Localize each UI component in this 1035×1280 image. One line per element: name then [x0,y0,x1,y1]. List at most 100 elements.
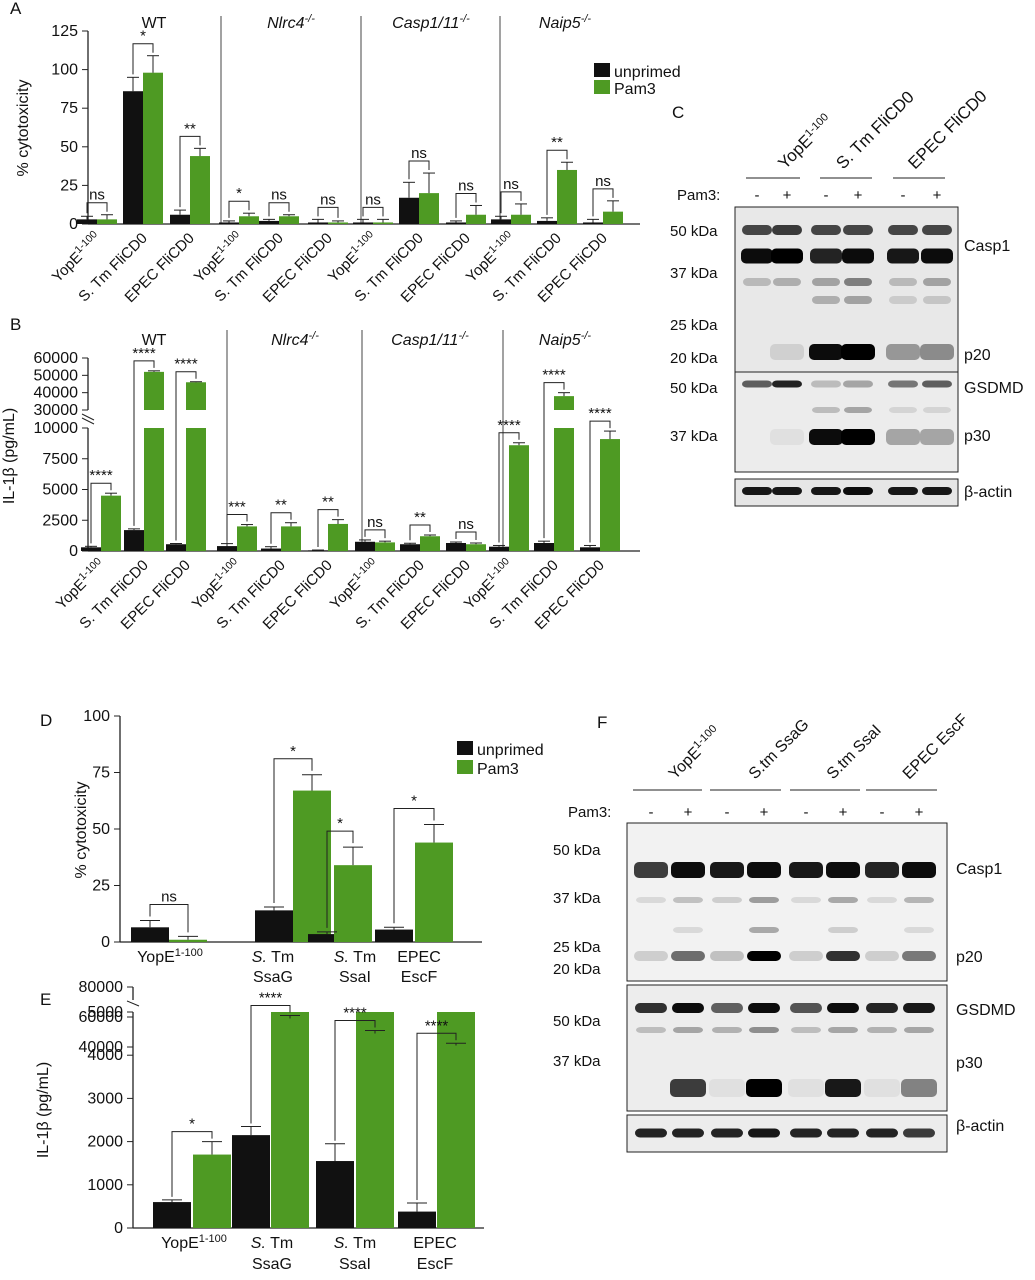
bar-pam3 [271,1012,309,1228]
significance-label: ** [275,497,287,514]
blot-band [773,278,801,286]
y-tick-label: 2500 [42,512,78,529]
significance-label: *** [228,499,246,516]
bar-unprimed [489,546,509,551]
significance-label: ns [411,145,427,162]
bar-unprimed [308,222,328,224]
significance-label: **** [89,467,113,484]
panel-label-e: E [40,990,51,1009]
category-label: EscF [401,969,438,986]
legend-swatch-unprimed [457,741,473,755]
blot-band [748,1128,780,1138]
y-tick-label: 25 [60,177,78,194]
lane-label: EPEC EscF [900,711,972,783]
blot-band [791,1027,821,1033]
significance-bracket [393,807,435,924]
group-label: Casp1/11-/- [391,330,469,349]
blot-band [922,487,952,495]
blot-band [867,897,897,903]
bar-unprimed [583,222,603,224]
bar-pam3-upper [554,396,574,410]
bar-pam3 [437,1012,475,1228]
blot-band [825,1079,861,1097]
significance-bracket [250,1005,291,1124]
significance-bracket [90,482,112,544]
y-tick-label: 100 [51,62,78,79]
bar-pam3 [328,222,348,224]
significance-label: ** [322,494,334,511]
group-label: Naip5-/- [539,330,592,349]
category-label: SsaG [253,969,293,986]
blot-band [670,1079,706,1097]
blot-band [772,225,802,235]
blot-band [636,897,666,903]
y-tick-label: 0 [114,1220,123,1237]
blot-band [742,487,772,495]
category-label: SsaG [252,1256,292,1273]
bar-pam3 [603,211,623,224]
panel-label-b: B [10,315,21,334]
blot-band [671,951,705,961]
y-tick-label: 50 [92,821,110,838]
bar-pam3 [415,842,453,942]
blot-band [842,248,874,264]
significance-bracket [592,188,614,217]
blot-band [904,927,934,933]
pam3-sign: - [901,187,906,204]
bar-pam3 [557,169,577,224]
significance-bracket [132,43,154,75]
category-label: YopE1-100 [137,947,203,966]
y-axis-label: % cytotoxicity [73,782,90,879]
significance-label: * [290,743,296,760]
significance-label: * [189,1116,195,1133]
blot-band [747,862,781,878]
significance-bracket [149,904,189,933]
blot-band [711,1128,743,1138]
pam3-sign: + [839,804,848,821]
significance-label: * [236,185,242,202]
western-blot-f: YopE1-100 S.tm SsaG S.tm SsaI EPEC EscF Pam3… [553,711,1016,1153]
band-label: p20 [964,347,991,364]
bar-unprimed [81,547,101,551]
legend-a: unprimed Pam3 [594,63,681,98]
significance-label: ns [458,516,474,533]
bar-pam3-upper [186,382,206,410]
category-label: SsaI [339,1256,371,1273]
significance-label: ** [551,134,563,151]
bar-pam3 [169,939,207,942]
bar-unprimed [534,543,554,551]
category-label: S. Tm [252,949,294,966]
blot-band [749,897,779,903]
pam3-sign: - [880,804,885,821]
pam3-sign: - [725,804,730,821]
blot-band [671,862,705,878]
mw-marker: 50 kDa [553,842,601,859]
significance-bracket [408,160,430,180]
bar-unprimed [399,197,419,224]
blot-band [866,1128,898,1138]
band-label: Casp1 [964,238,1010,255]
band-label: β-actin [956,1118,1004,1135]
mw-marker: 25 kDa [553,939,601,956]
bar-pam3 [293,790,331,942]
significance-label: ns [365,191,381,208]
blot-band [811,380,841,388]
blot-band [827,1003,859,1013]
blot-band [812,278,840,286]
group-label: Nlrc4-/- [267,13,315,32]
blot-band [828,897,858,903]
significance-bracket [86,202,108,214]
blot-band [923,407,951,413]
mw-marker: 25 kDa [670,317,718,334]
group-label: WT [142,15,167,32]
blot-band [843,487,873,495]
y-tick-label: 40000 [34,385,79,402]
y-tick-label: 10000 [34,420,79,437]
pam3-sign: + [854,187,863,204]
y-tick-label: 75 [92,765,110,782]
significance-bracket [416,1032,457,1200]
blot-band [901,1079,937,1097]
significance-label: * [411,792,417,809]
blot-gsdmd-panel [734,371,959,473]
legend-label-pam3: Pam3 [614,81,656,98]
